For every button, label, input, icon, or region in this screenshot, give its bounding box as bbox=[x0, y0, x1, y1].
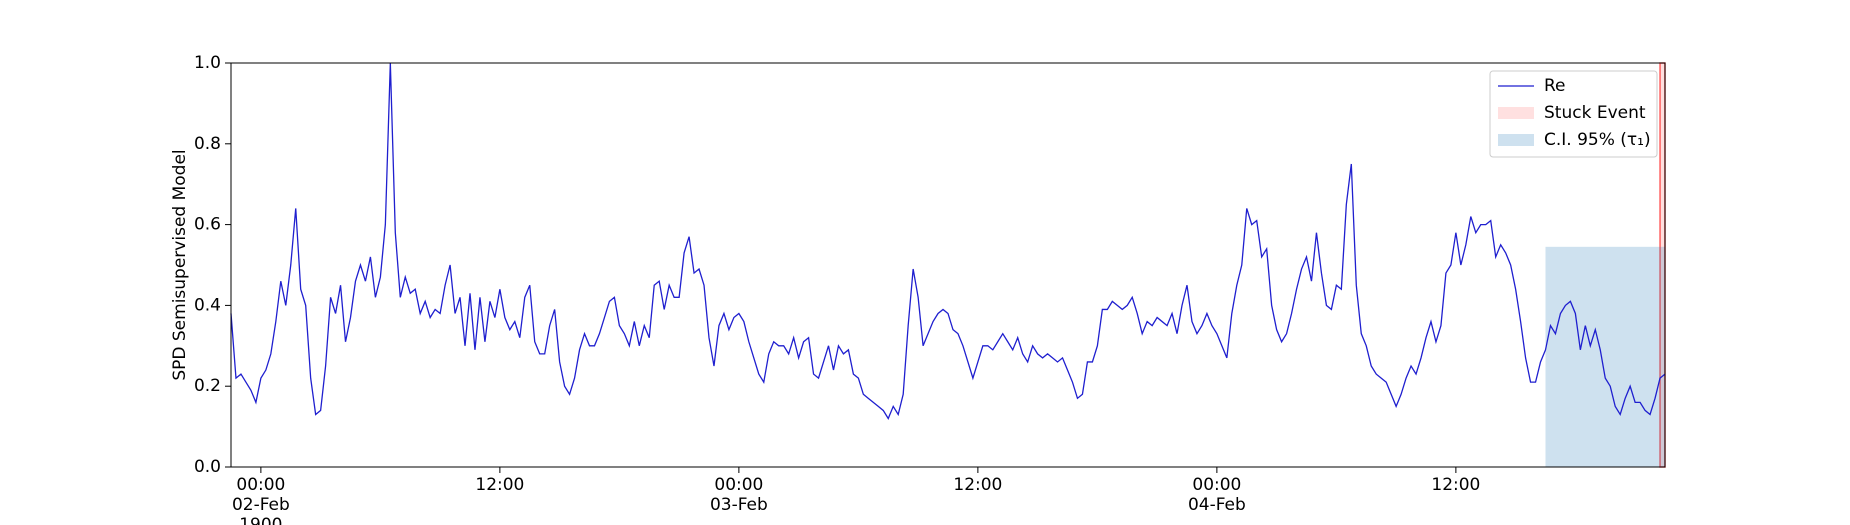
legend-swatch bbox=[1498, 107, 1534, 119]
plot-frame bbox=[230, 62, 1666, 468]
legend-label: C.I. 95% (τ₁) bbox=[1544, 130, 1651, 150]
legend-label: Stuck Event bbox=[1544, 103, 1646, 123]
x-tick-label: 00:00 02-Feb 1900 bbox=[231, 475, 290, 525]
x-tick-label: 12:00 bbox=[953, 475, 1003, 495]
x-tick-label: 12:00 bbox=[1431, 475, 1481, 495]
y-tick-label: 0.0 bbox=[194, 457, 221, 477]
y-tick-label: 1.0 bbox=[194, 53, 221, 73]
legend-swatch bbox=[1498, 134, 1534, 146]
y-tick-label: 0.8 bbox=[194, 134, 221, 154]
y-tick-label: 0.6 bbox=[194, 215, 221, 235]
x-tick-label: 00:00 03-Feb bbox=[709, 475, 768, 515]
legend-label: Re bbox=[1544, 76, 1566, 96]
y-tick-label: 0.2 bbox=[194, 376, 221, 396]
span bbox=[1545, 246, 1665, 467]
x-tick-label: 12:00 bbox=[475, 475, 525, 495]
x-tick-label: 00:00 04-Feb bbox=[1187, 475, 1246, 515]
series-line bbox=[230, 62, 1666, 420]
y-axis-label: SPD Semisupervised Model bbox=[170, 149, 190, 380]
legend-box bbox=[1489, 70, 1658, 158]
y-tick-label: 0.4 bbox=[194, 295, 221, 315]
legend: Re Stuck Event C.I. 95% (τ₁) bbox=[1489, 70, 1658, 158]
